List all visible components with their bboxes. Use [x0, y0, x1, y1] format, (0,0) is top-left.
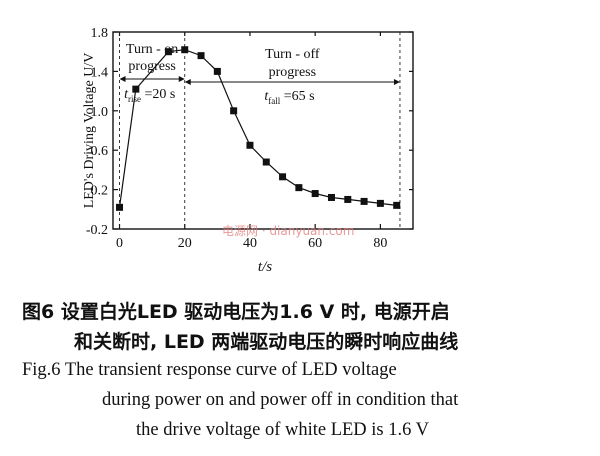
- turn-off-label: Turn - off: [265, 47, 320, 62]
- plot-frame: [112, 31, 414, 230]
- caption-en-line1: Fig.6 The transient response curve of LE…: [22, 360, 397, 380]
- turn-on-time: trise =20 s: [124, 87, 175, 104]
- turn-off-arrow-head-left: [184, 79, 191, 85]
- turn-off-arrow-head-right: [393, 79, 400, 85]
- turn-on-arrow-head-right: [178, 76, 185, 82]
- turn-off-label-2: progress: [269, 65, 316, 80]
- y-tick-label: 1.4: [91, 65, 109, 80]
- turn-on-arrow-head-left: [119, 76, 126, 82]
- data-point: [164, 48, 172, 56]
- y-tick-label: -0.2: [86, 223, 108, 238]
- data-point: [279, 173, 287, 181]
- chart: -0.2 0.2 0.6 1.0 1.4 1.8 0 20 40 60 80 t/s LED's Dri…: [82, 26, 414, 275]
- y-axis-label: LED's Driving Voltage U/V: [82, 53, 97, 209]
- data-point: [230, 107, 238, 115]
- y-tick-label: 0.6: [91, 144, 109, 159]
- axes: -0.2 0.2 0.6 1.0 1.4 1.8 0 20 40 60 80 t/s LED's Dri…: [82, 26, 414, 275]
- data-point: [262, 158, 270, 166]
- data-point: [132, 85, 140, 93]
- x-tick-label: 60: [308, 236, 322, 251]
- data-point: [246, 141, 254, 149]
- data-point: [376, 199, 384, 207]
- data-point: [327, 193, 335, 201]
- x-tick-label: 80: [373, 236, 387, 251]
- y-tick-label: 1.8: [91, 26, 109, 41]
- y-tick-label: 1.0: [91, 105, 109, 120]
- turn-off-time: tfall =65 s: [264, 89, 314, 106]
- caption-cn-line2: 和关断时, LED 两端驱动电压的瞬时响应曲线: [74, 331, 459, 353]
- data-point: [360, 197, 368, 205]
- turn-on-label-2: progress: [128, 59, 175, 74]
- data-point: [181, 46, 189, 54]
- watermark: 电源网 · dianyuan.com: [222, 224, 355, 238]
- x-tick-label: 40: [243, 236, 257, 251]
- data-point: [344, 195, 352, 203]
- data-point: [197, 52, 205, 60]
- data-point: [213, 67, 221, 75]
- data-point: [116, 203, 124, 211]
- series: [116, 46, 401, 211]
- caption-en-line2: during power on and power off in conditi…: [102, 390, 459, 410]
- x-axis-label: t/s: [258, 259, 272, 275]
- x-tick-label: 20: [178, 236, 192, 251]
- data-point: [295, 184, 303, 192]
- data-point: [311, 190, 319, 198]
- x-tick-label: 0: [116, 236, 123, 251]
- data-point: [393, 201, 401, 209]
- y-tick-label: 0.2: [91, 184, 109, 199]
- caption-en-line3: the drive voltage of white LED is 1.6 V: [136, 420, 430, 440]
- caption-cn-line1: 图6 设置白光LED 驱动电压为1.6 V 时, 电源开启: [22, 301, 450, 323]
